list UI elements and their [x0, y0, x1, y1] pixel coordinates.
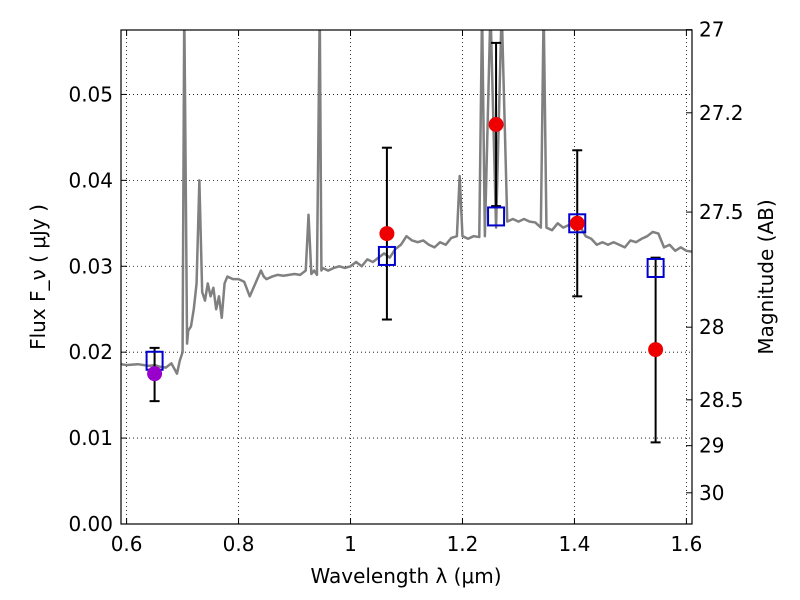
ticks-layer: 0.6 0.8 1 1.2 1.4 1.6 0.00 0.01 0.02 0.03 0.04 0.05… [68, 18, 743, 556]
right-tick-label: 28 [699, 315, 724, 339]
right-tick-label: 29 [699, 434, 724, 458]
y-tick-label: 0.05 [68, 82, 113, 106]
plot-area-frame [120, 29, 693, 525]
spectrum-line [121, 30, 692, 375]
model-square-marker [487, 206, 506, 227]
points-layer [145, 41, 665, 444]
data-layer [121, 30, 692, 375]
y-tick-label: 0.00 [68, 512, 113, 536]
observed-point [569, 215, 585, 231]
y-tick-label: 0.02 [68, 340, 113, 364]
model-square-marker [568, 213, 587, 234]
x-tick-label: 0.6 [111, 532, 143, 556]
observed-point [488, 117, 504, 133]
x-tick-label: 1.4 [559, 532, 591, 556]
grid-lines [121, 30, 692, 525]
observed-point [147, 366, 163, 382]
x-tick-label: 1 [344, 532, 357, 556]
right-axis-title: Magnitude (AB) [754, 199, 778, 354]
right-tick-label: 27 [699, 18, 724, 42]
model-square-marker [377, 245, 396, 266]
right-tick-label: 27.5 [699, 200, 744, 224]
right-tick-label: 30 [699, 481, 724, 505]
right-tick-label: 28.5 [699, 388, 744, 412]
y-axis-title: Flux F_ν ( μJy ) [26, 204, 50, 350]
y-tick-label: 0.03 [68, 254, 113, 278]
y-tick-label: 0.04 [68, 168, 113, 192]
observed-point [648, 342, 664, 358]
y-tick-label: 0.01 [68, 426, 113, 450]
x-tick-label: 1.6 [670, 532, 702, 556]
model-square-marker [646, 257, 665, 278]
x-tick-label: 0.8 [223, 532, 255, 556]
right-tick-label: 27.2 [699, 101, 744, 125]
observed-point [379, 226, 395, 242]
x-tick-label: 1.2 [447, 532, 479, 556]
x-axis-title: Wavelength λ (μm) [310, 564, 501, 588]
